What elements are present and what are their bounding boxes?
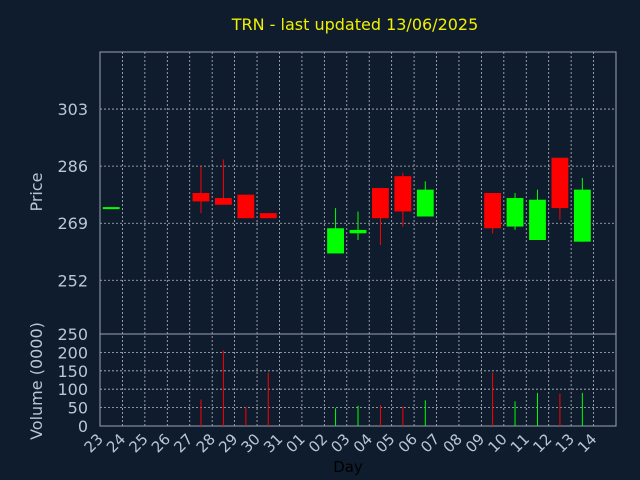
candle-body xyxy=(372,187,389,219)
volume-tick-label: 100 xyxy=(57,380,88,399)
candle-body xyxy=(327,228,344,254)
price-tick-label: 286 xyxy=(57,157,88,176)
candle-body xyxy=(192,193,210,202)
price-tick-label: 252 xyxy=(57,271,88,290)
candle-body xyxy=(529,199,546,240)
candle-body xyxy=(573,189,591,242)
x-axis-label: Day xyxy=(333,458,363,476)
candle-body xyxy=(506,198,524,227)
volume-axis-label: Volume (0000) xyxy=(27,322,46,440)
volume-tick-label: 250 xyxy=(57,325,88,344)
candle-body xyxy=(416,189,434,217)
x-tick-label: 14 xyxy=(574,430,600,456)
price-panel-frame xyxy=(99,51,617,335)
volume-tick-label: 50 xyxy=(68,399,88,418)
chart-title: TRN - last updated 13/06/2025 xyxy=(231,15,479,34)
price-tick-label: 303 xyxy=(57,100,88,119)
candle-body xyxy=(259,213,277,219)
candle-body xyxy=(102,207,120,210)
candle-body xyxy=(551,157,569,209)
price-tick-label: 269 xyxy=(57,214,88,233)
candle-body xyxy=(349,229,367,234)
volume-tick-label: 0 xyxy=(78,417,88,436)
volume-tick-label: 150 xyxy=(57,362,88,381)
volume-tick-label: 200 xyxy=(57,343,88,362)
candle-body xyxy=(214,198,232,205)
candle-body xyxy=(394,176,412,212)
candle-body xyxy=(484,193,502,229)
price-axis-label: Price xyxy=(27,172,46,211)
candle-body xyxy=(237,194,255,219)
